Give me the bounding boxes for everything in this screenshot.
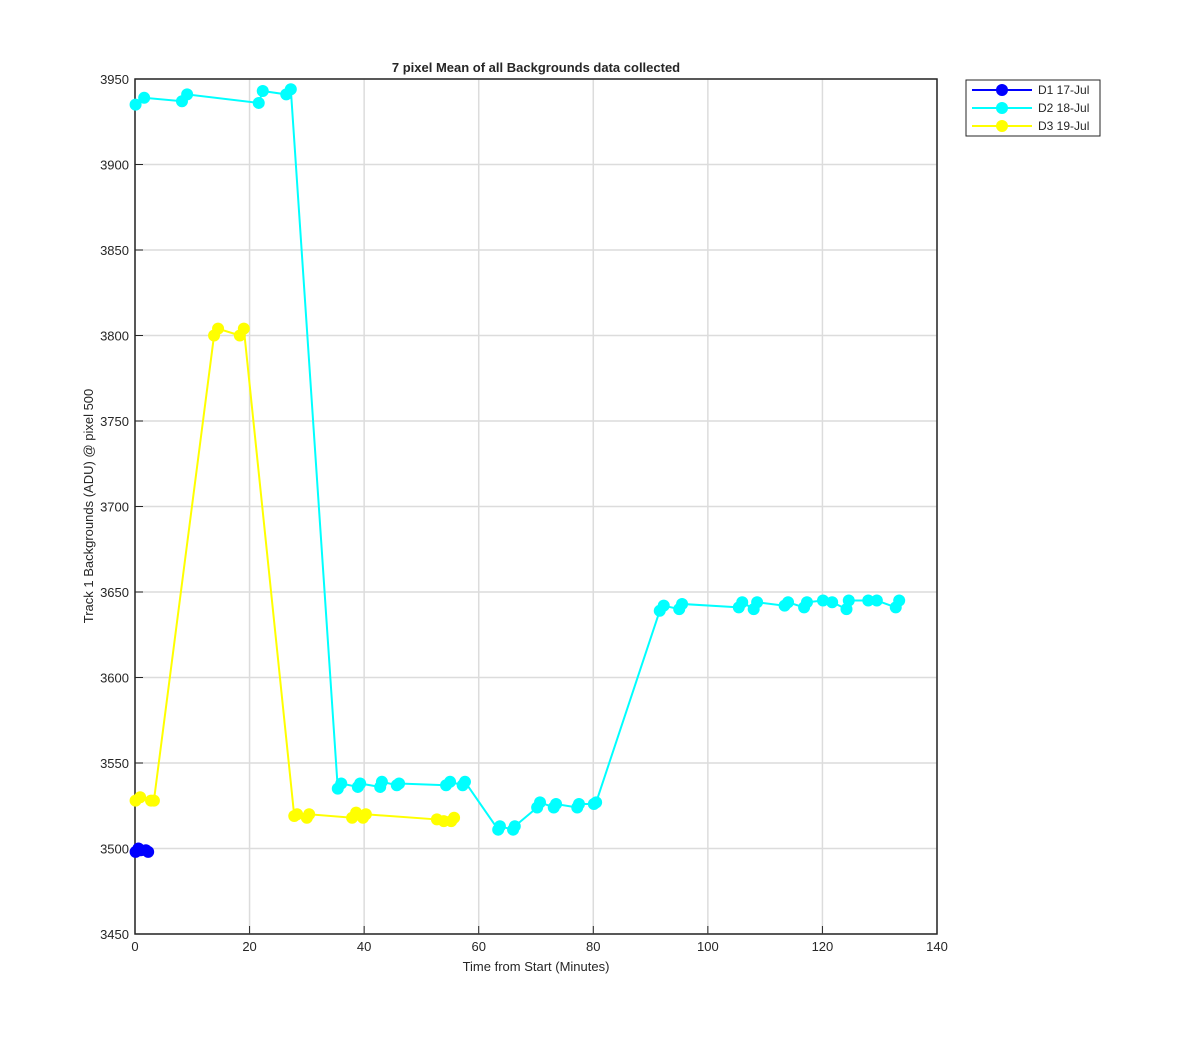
data-point — [676, 597, 689, 610]
data-point — [354, 777, 367, 790]
data-point — [303, 808, 316, 821]
data-point — [572, 798, 585, 811]
data-point — [291, 808, 304, 821]
data-point — [751, 596, 764, 609]
data-point — [736, 596, 749, 609]
data-point — [817, 594, 830, 607]
data-point — [893, 594, 906, 607]
data-point — [237, 322, 250, 335]
data-point — [393, 777, 406, 790]
data-point — [800, 596, 813, 609]
data-point — [212, 322, 225, 335]
y-axis-label: Track 1 Backgrounds (ADU) @ pixel 500 — [81, 389, 96, 624]
data-point — [181, 88, 194, 101]
x-tick-label: 20 — [242, 939, 256, 954]
y-tick-label: 3900 — [100, 158, 129, 173]
plot-frame — [134, 78, 938, 935]
x-tick-label: 60 — [471, 939, 485, 954]
data-point — [134, 791, 147, 804]
y-tick-label: 3650 — [100, 585, 129, 600]
y-tick-label: 3600 — [100, 671, 129, 686]
legend-label: D2 18-Jul — [1038, 101, 1089, 115]
legend-label: D1 17-Jul — [1038, 83, 1089, 97]
data-point — [256, 84, 269, 97]
x-tick-label: 140 — [926, 939, 948, 954]
data-point — [444, 775, 457, 788]
y-tick-label: 3750 — [100, 414, 129, 429]
data-point — [862, 594, 875, 607]
data-point — [826, 596, 839, 609]
data-point — [284, 83, 297, 96]
y-tick-label: 3550 — [100, 756, 129, 771]
data-point — [252, 96, 265, 109]
data-point — [550, 798, 563, 811]
y-tick-label: 3450 — [100, 927, 129, 942]
chart-title: 7 pixel Mean of all Backgrounds data col… — [392, 60, 680, 75]
x-tick-label: 80 — [586, 939, 600, 954]
legend-marker — [996, 84, 1008, 96]
x-tick-label: 120 — [812, 939, 834, 954]
data-point — [138, 91, 151, 104]
data-point — [782, 596, 795, 609]
y-tick-label: 3950 — [100, 72, 129, 87]
y-tick-label: 3800 — [100, 329, 129, 344]
data-point — [458, 775, 471, 788]
x-tick-label: 100 — [697, 939, 719, 954]
y-tick-label: 3500 — [100, 842, 129, 857]
legend-marker — [996, 102, 1008, 114]
data-point — [129, 98, 142, 111]
data-point — [493, 820, 506, 833]
data-point — [142, 845, 155, 858]
data-point — [842, 594, 855, 607]
data-point — [335, 777, 348, 790]
x-axis-label: Time from Start (Minutes) — [463, 959, 610, 974]
legend-label: D3 19-Jul — [1038, 119, 1089, 133]
data-point — [870, 594, 883, 607]
data-point — [590, 796, 603, 809]
x-tick-label: 40 — [357, 939, 371, 954]
y-tick-label: 3700 — [100, 500, 129, 515]
y-tick-label: 3850 — [100, 243, 129, 258]
data-point — [657, 599, 670, 612]
data-point — [375, 775, 388, 788]
data-point — [359, 808, 372, 821]
data-point — [448, 811, 461, 824]
data-point — [508, 820, 521, 833]
x-tick-label: 0 — [131, 939, 138, 954]
data-point — [147, 794, 160, 807]
legend-marker — [996, 120, 1008, 132]
data-point — [534, 796, 547, 809]
